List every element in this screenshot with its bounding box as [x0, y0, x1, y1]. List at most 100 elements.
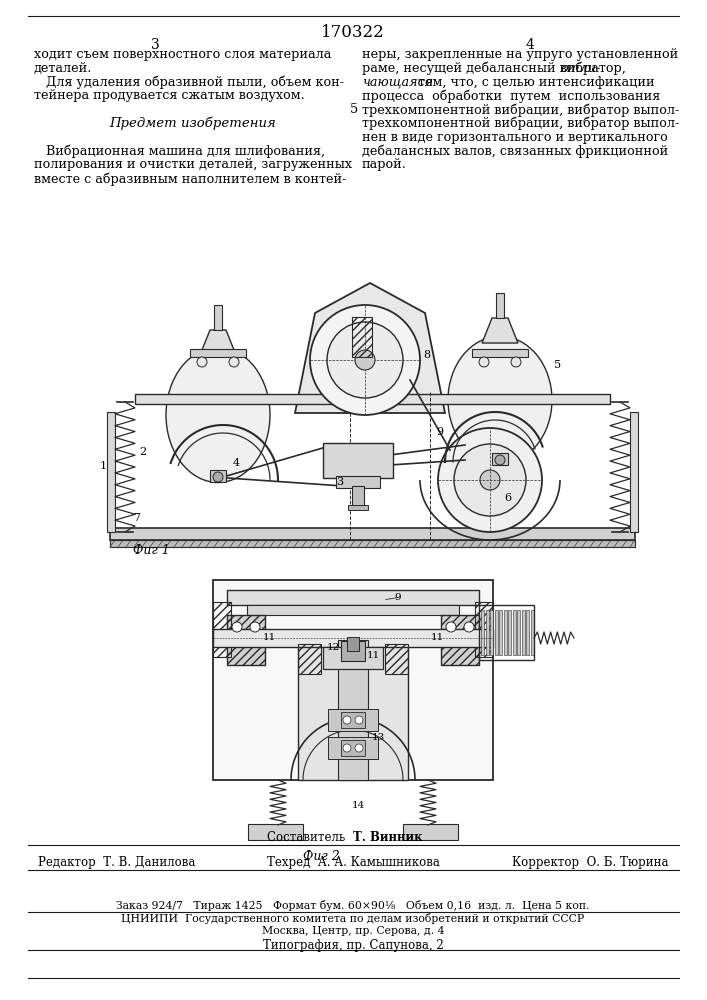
Polygon shape — [482, 318, 518, 343]
Text: вместе с абразивным наполнителем в контей-: вместе с абразивным наполнителем в конте… — [34, 172, 346, 186]
Bar — [328, 737, 378, 759]
Bar — [110, 540, 635, 547]
Circle shape — [355, 716, 363, 724]
Text: 11: 11 — [262, 634, 276, 643]
Ellipse shape — [166, 348, 270, 483]
Bar — [630, 412, 638, 532]
Text: 7: 7 — [134, 513, 141, 523]
Text: Для удаления образивной пыли, объем кон-: Для удаления образивной пыли, объем кон- — [34, 76, 344, 89]
Bar — [481, 610, 484, 655]
Text: 5: 5 — [554, 360, 561, 370]
Circle shape — [454, 444, 526, 516]
Text: Техред  А. А. Камышникова: Техред А. А. Камышникова — [267, 856, 440, 869]
Bar — [190, 349, 246, 357]
Bar — [513, 610, 515, 655]
Text: раме, несущей дебалансный вибратор,: раме, несущей дебалансный вибратор, — [362, 62, 630, 75]
Text: деталей.: деталей. — [34, 62, 93, 75]
Text: 2: 2 — [139, 447, 146, 457]
Text: неры, закрепленные на упруго установленной: неры, закрепленные на упруго установленн… — [362, 48, 678, 61]
Bar — [214, 305, 222, 330]
Bar — [348, 505, 368, 510]
Circle shape — [213, 472, 223, 482]
Text: 4: 4 — [525, 38, 534, 52]
Circle shape — [250, 622, 260, 632]
Bar — [490, 610, 493, 655]
Text: дебалансных валов, связанных фрикционной: дебалансных валов, связанных фрикционной — [362, 145, 668, 158]
Bar — [213, 629, 493, 647]
Bar — [336, 476, 380, 488]
Bar — [441, 615, 479, 665]
Text: Заказ 924/7   Тираж 1425   Формат бум. 60×90⅛   Объем 0,16  изд. л.  Цена 5 коп.: Заказ 924/7 Тираж 1425 Формат бум. 60×90… — [116, 900, 590, 911]
Bar — [323, 647, 383, 669]
Text: 11: 11 — [366, 650, 380, 660]
Bar — [247, 605, 460, 615]
Text: Т. Винник: Т. Винник — [353, 831, 423, 844]
Circle shape — [343, 716, 351, 724]
Circle shape — [464, 622, 474, 632]
Circle shape — [343, 744, 351, 752]
Text: парой.: парой. — [362, 158, 407, 171]
Bar — [110, 528, 635, 540]
Circle shape — [438, 428, 542, 532]
Text: трехкомпонентной вибрации, вибратор выпол-: трехкомпонентной вибрации, вибратор выпо… — [362, 103, 679, 117]
Polygon shape — [295, 283, 445, 413]
Bar — [227, 615, 265, 665]
Bar — [210, 470, 226, 482]
Text: 11: 11 — [431, 634, 443, 643]
Circle shape — [479, 357, 489, 367]
Bar — [403, 824, 458, 840]
Bar — [352, 317, 372, 357]
Text: 14: 14 — [351, 800, 365, 810]
Text: 13: 13 — [371, 734, 385, 742]
Text: ЦНИИПИ  Государственного комитета по делам изобретений и открытий СССР: ЦНИИПИ Государственного комитета по дела… — [122, 913, 585, 924]
Text: Москва, Центр, пр. Серова, д. 4: Москва, Центр, пр. Серова, д. 4 — [262, 926, 444, 936]
Bar — [328, 709, 378, 731]
Circle shape — [355, 350, 375, 370]
Text: ходит съем поверхностного слоя материала: ходит съем поверхностного слоя материала — [34, 48, 332, 61]
Text: 4: 4 — [233, 458, 240, 468]
Bar — [479, 605, 534, 660]
Circle shape — [229, 357, 239, 367]
Bar — [499, 610, 502, 655]
Text: трехкомпонентной вибрации, вибратор выпол-: трехкомпонентной вибрации, вибратор выпо… — [362, 117, 679, 130]
Bar — [503, 610, 506, 655]
Bar — [517, 610, 520, 655]
Text: Предмет изобретения: Предмет изобретения — [110, 117, 276, 130]
Bar — [472, 349, 528, 357]
Ellipse shape — [448, 336, 552, 464]
Circle shape — [446, 622, 456, 632]
Circle shape — [197, 357, 207, 367]
Text: Составитель: Составитель — [267, 831, 353, 844]
Circle shape — [511, 357, 521, 367]
Text: полирования и очистки деталей, загруженных: полирования и очистки деталей, загруженн… — [34, 158, 352, 171]
Text: Фиг 1: Фиг 1 — [133, 544, 170, 557]
Bar — [530, 610, 534, 655]
Text: 12: 12 — [327, 643, 339, 652]
Text: 3: 3 — [151, 38, 159, 52]
Bar — [496, 293, 504, 318]
Text: 3: 3 — [337, 477, 344, 487]
Circle shape — [355, 744, 363, 752]
Bar — [227, 615, 265, 665]
Circle shape — [232, 622, 242, 632]
Bar — [441, 615, 479, 665]
Bar — [385, 644, 408, 674]
Text: отли-: отли- — [560, 62, 600, 75]
Bar — [352, 486, 364, 508]
Bar — [341, 740, 365, 756]
Bar — [486, 610, 489, 655]
Text: 6: 6 — [504, 493, 512, 503]
Text: 1: 1 — [100, 461, 107, 471]
Text: Вибрационная машина для шлифования,: Вибрационная машина для шлифования, — [34, 145, 325, 158]
Bar — [298, 640, 408, 780]
Text: Типография, пр. Сапунова, 2: Типография, пр. Сапунова, 2 — [262, 939, 443, 952]
Polygon shape — [200, 330, 236, 355]
Bar — [492, 453, 508, 465]
Text: тем, что, с целью интенсификации: тем, что, с целью интенсификации — [414, 76, 655, 89]
Bar — [341, 641, 365, 661]
Text: Корректор  О. Б. Тюрина: Корректор О. Б. Тюрина — [511, 856, 668, 869]
Text: чающаяся: чающаяся — [362, 76, 433, 89]
Bar — [298, 644, 321, 674]
Text: 170322: 170322 — [321, 24, 385, 41]
Circle shape — [327, 322, 403, 398]
